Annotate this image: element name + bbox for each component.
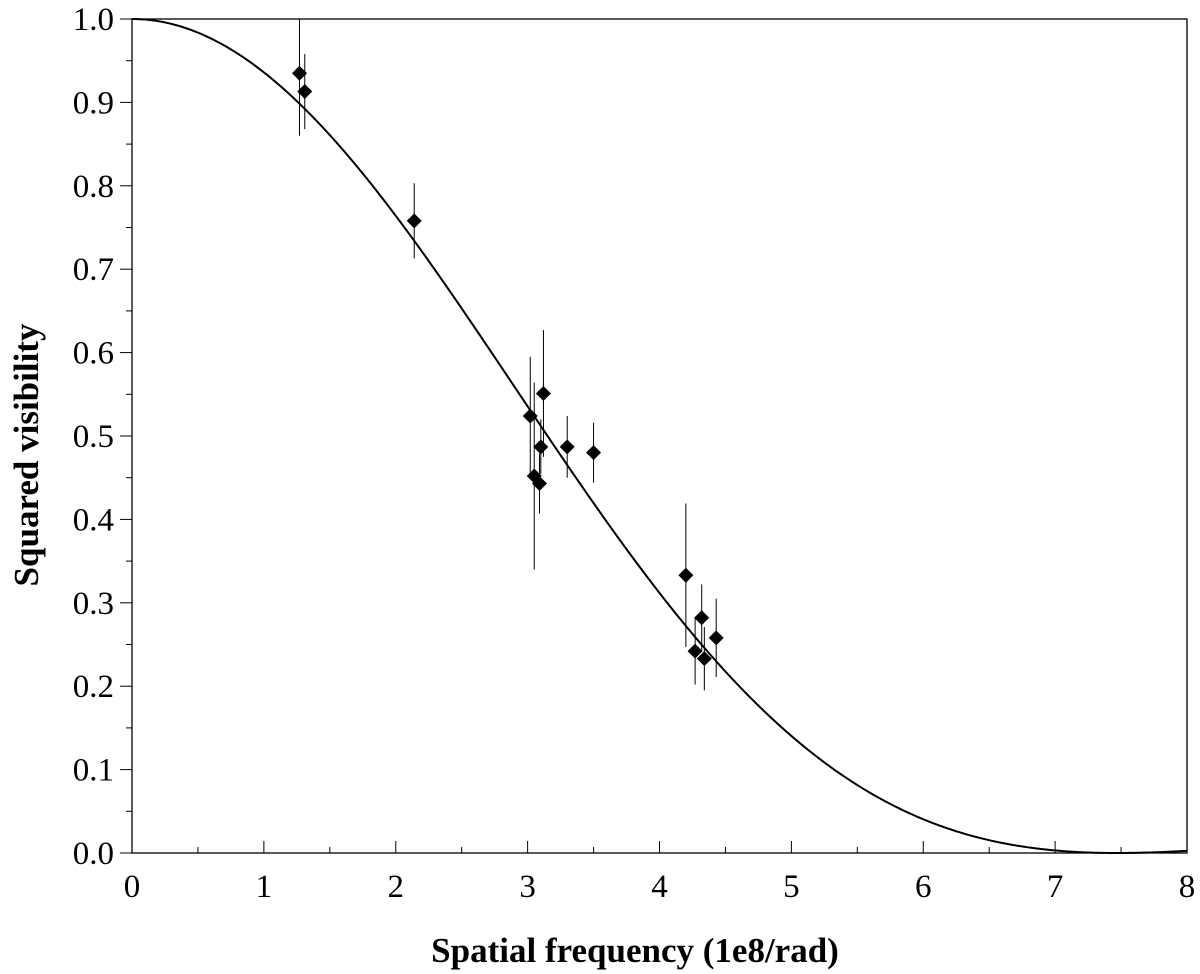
data-point xyxy=(694,610,710,626)
data-point xyxy=(533,439,549,455)
y-tick-label: 0.5 xyxy=(73,419,114,455)
data-point xyxy=(559,439,575,455)
x-tick-label: 7 xyxy=(1047,869,1064,905)
x-tick-label: 5 xyxy=(783,869,800,905)
data-point xyxy=(586,445,602,461)
y-tick-label: 0.0 xyxy=(73,836,114,872)
y-tick-label: 0.7 xyxy=(73,252,114,288)
y-tick-labels: 0.0 0.1 0.2 0.3 0.4 0.5 0.6 0.7 0.8 0.9 1.0 xyxy=(73,2,114,872)
x-tick-labels: 0 1 2 3 4 5 6 7 8 xyxy=(124,869,1196,905)
plot-frame xyxy=(131,18,1188,854)
data-point xyxy=(708,630,724,646)
fit-curve xyxy=(131,18,1188,854)
data-point xyxy=(297,84,313,100)
axis-ticks xyxy=(120,18,1188,854)
x-axis-title: Spatial frequency (1e8/rad) xyxy=(431,931,839,970)
data-point xyxy=(406,213,422,229)
x-tick-label: 6 xyxy=(915,869,932,905)
data-point xyxy=(531,476,547,492)
y-tick-label: 0.1 xyxy=(73,753,114,789)
y-tick-label: 0.9 xyxy=(73,85,114,121)
y-tick-label: 0.6 xyxy=(73,336,114,372)
y-tick-label: 0.8 xyxy=(73,169,114,205)
data-point xyxy=(678,567,694,583)
data-point xyxy=(522,408,538,424)
y-tick-label: 0.3 xyxy=(73,586,114,622)
data-point xyxy=(687,643,703,659)
x-tick-label: 4 xyxy=(651,869,668,905)
x-tick-label: 0 xyxy=(124,869,141,905)
data-points xyxy=(291,19,724,691)
x-tick-label: 8 xyxy=(1179,869,1196,905)
data-point xyxy=(696,651,712,667)
y-tick-label: 0.2 xyxy=(73,669,114,705)
y-axis-title: Squared visibility xyxy=(7,323,46,586)
data-point xyxy=(291,65,307,81)
x-tick-label: 1 xyxy=(256,869,273,905)
x-tick-label: 2 xyxy=(388,869,405,905)
y-tick-label: 1.0 xyxy=(73,2,114,38)
y-tick-label: 0.4 xyxy=(73,502,114,538)
data-point xyxy=(535,385,551,401)
x-tick-label: 3 xyxy=(519,869,536,905)
